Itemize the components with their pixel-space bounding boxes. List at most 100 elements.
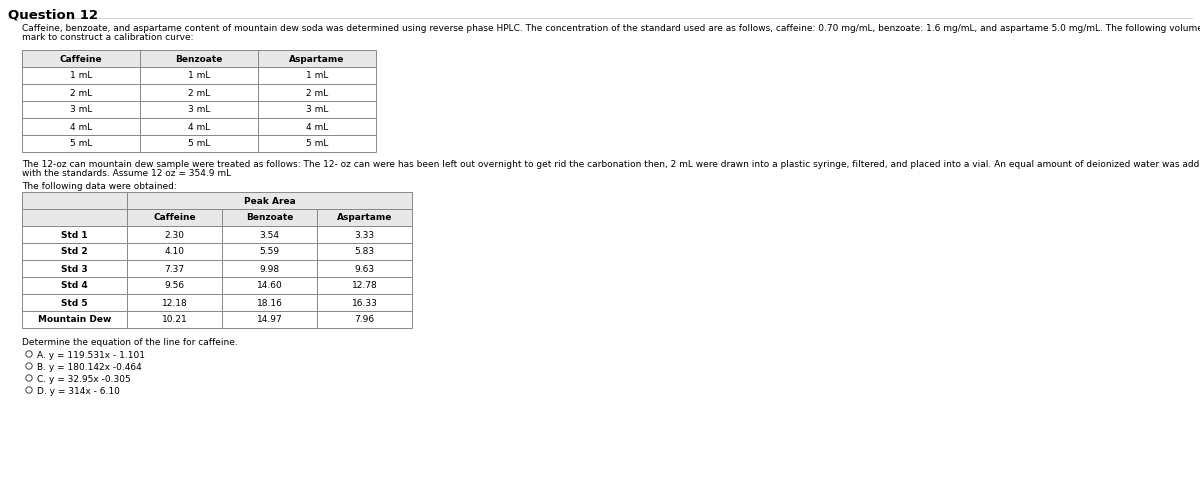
Text: C. y = 32.95x -0.305: C. y = 32.95x -0.305: [37, 375, 131, 384]
Text: 3 mL: 3 mL: [188, 105, 210, 115]
Text: 7.96: 7.96: [354, 315, 374, 325]
Bar: [22, 135, 140, 152]
Bar: [22, 67, 140, 84]
Text: 3 mL: 3 mL: [306, 105, 328, 115]
Bar: [317, 260, 412, 277]
Text: Std 1: Std 1: [61, 230, 88, 240]
Text: 3.54: 3.54: [259, 230, 280, 240]
Text: 3 mL: 3 mL: [70, 105, 92, 115]
Text: Benzoate: Benzoate: [246, 214, 293, 222]
Text: 3.33: 3.33: [354, 230, 374, 240]
Text: Aspartame: Aspartame: [289, 55, 344, 63]
Bar: [127, 243, 222, 260]
Text: 12.18: 12.18: [162, 299, 187, 308]
Bar: [258, 67, 376, 84]
Bar: [258, 135, 376, 152]
Bar: [127, 192, 412, 209]
Text: 2.30: 2.30: [164, 230, 185, 240]
Bar: [258, 101, 376, 118]
Text: 4.10: 4.10: [164, 247, 185, 256]
Text: 4 mL: 4 mL: [70, 123, 92, 131]
Bar: [22, 260, 127, 277]
Circle shape: [26, 387, 32, 393]
Bar: [22, 209, 127, 226]
Bar: [222, 209, 317, 226]
Bar: [222, 311, 317, 328]
Text: 5.59: 5.59: [259, 247, 280, 256]
Bar: [140, 101, 258, 118]
Bar: [258, 118, 376, 135]
Bar: [140, 50, 258, 67]
Bar: [22, 101, 140, 118]
Bar: [222, 277, 317, 294]
Text: The following data were obtained:: The following data were obtained:: [22, 182, 176, 191]
Bar: [127, 260, 222, 277]
Bar: [22, 118, 140, 135]
Text: 2 mL: 2 mL: [70, 89, 92, 97]
Bar: [22, 192, 127, 209]
Bar: [127, 311, 222, 328]
Bar: [127, 277, 222, 294]
Text: 9.56: 9.56: [164, 281, 185, 290]
Bar: [317, 294, 412, 311]
Text: mark to construct a calibration curve:: mark to construct a calibration curve:: [22, 33, 193, 42]
Text: 9.98: 9.98: [259, 265, 280, 274]
Circle shape: [26, 351, 32, 357]
Bar: [22, 311, 127, 328]
Bar: [317, 209, 412, 226]
Text: Determine the equation of the line for caffeine.: Determine the equation of the line for c…: [22, 338, 238, 347]
Text: 1 mL: 1 mL: [306, 71, 328, 81]
Bar: [140, 135, 258, 152]
Text: Caffeine: Caffeine: [154, 214, 196, 222]
Bar: [140, 118, 258, 135]
Bar: [317, 226, 412, 243]
Text: D. y = 314x - 6.10: D. y = 314x - 6.10: [37, 387, 120, 396]
Text: 1 mL: 1 mL: [188, 71, 210, 81]
Text: Std 5: Std 5: [61, 299, 88, 308]
Text: 16.33: 16.33: [352, 299, 378, 308]
Bar: [140, 67, 258, 84]
Text: 2 mL: 2 mL: [188, 89, 210, 97]
Bar: [22, 277, 127, 294]
Text: 10.21: 10.21: [162, 315, 187, 325]
Text: Mountain Dew: Mountain Dew: [38, 315, 112, 325]
Text: 9.63: 9.63: [354, 265, 374, 274]
Bar: [127, 294, 222, 311]
Text: 14.97: 14.97: [257, 315, 282, 325]
Bar: [317, 311, 412, 328]
Text: Question 12: Question 12: [8, 9, 98, 22]
Bar: [222, 226, 317, 243]
Text: 5 mL: 5 mL: [188, 140, 210, 149]
Text: 4 mL: 4 mL: [306, 123, 328, 131]
Text: Aspartame: Aspartame: [337, 214, 392, 222]
Bar: [127, 209, 222, 226]
Text: A. y = 119.531x - 1.101: A. y = 119.531x - 1.101: [37, 351, 145, 360]
Text: Caffeine: Caffeine: [60, 55, 102, 63]
Bar: [222, 260, 317, 277]
Text: 2 mL: 2 mL: [306, 89, 328, 97]
Text: The 12-oz can mountain dew sample were treated as follows: The 12- oz can were h: The 12-oz can mountain dew sample were t…: [22, 160, 1200, 169]
Bar: [22, 243, 127, 260]
Bar: [317, 243, 412, 260]
Bar: [22, 226, 127, 243]
Bar: [222, 294, 317, 311]
Text: Caffeine, benzoate, and aspartame content of mountain dew soda was determined us: Caffeine, benzoate, and aspartame conten…: [22, 24, 1200, 33]
Bar: [127, 226, 222, 243]
Text: 4 mL: 4 mL: [188, 123, 210, 131]
Text: Std 2: Std 2: [61, 247, 88, 256]
Text: with the standards. Assume 12 oz = 354.9 mL: with the standards. Assume 12 oz = 354.9…: [22, 169, 232, 178]
Text: 5.83: 5.83: [354, 247, 374, 256]
Text: 7.37: 7.37: [164, 265, 185, 274]
Text: Benzoate: Benzoate: [175, 55, 223, 63]
Text: 12.78: 12.78: [352, 281, 377, 290]
Text: 5 mL: 5 mL: [306, 140, 328, 149]
Text: 1 mL: 1 mL: [70, 71, 92, 81]
Bar: [22, 84, 140, 101]
Bar: [258, 50, 376, 67]
Bar: [222, 243, 317, 260]
Text: 5 mL: 5 mL: [70, 140, 92, 149]
Text: 14.60: 14.60: [257, 281, 282, 290]
Circle shape: [26, 375, 32, 381]
Bar: [317, 277, 412, 294]
Text: Peak Area: Peak Area: [244, 196, 295, 206]
